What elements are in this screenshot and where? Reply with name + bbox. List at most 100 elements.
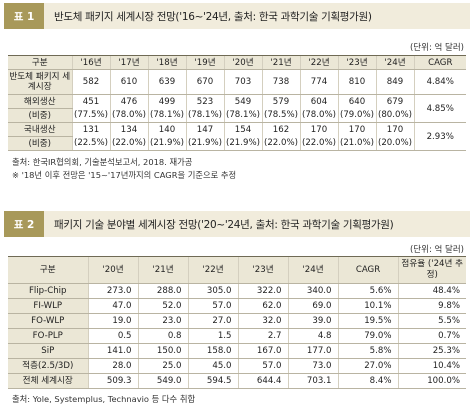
column-header: '20년 [87, 256, 138, 284]
table-row: FO-WLP 19.0 23.0 27.0 32.0 39.0 19.5% 5.5% [8, 313, 466, 329]
share-cell: (78.1%) [185, 108, 224, 123]
title-bar: 표 2 패키지 기술 분야별 세계시장 전망('20~'24년, 출처: 한국 … [4, 211, 470, 237]
column-header: '24년 [287, 256, 338, 284]
technology-table: 구분 '20년 '21년 '22년 '23년 '24년 CAGR 점유율 ('24년 추정) F… [8, 256, 466, 389]
column-header: '17년 [109, 55, 148, 70]
share-cell: (21.0%) [337, 136, 376, 151]
value-cell: 170 [337, 122, 376, 137]
value-cell: 670 [185, 69, 224, 95]
share-cell: (78.0%) [299, 108, 338, 123]
share-cell: (78.0%) [109, 108, 148, 123]
value-cell: 0.7% [397, 328, 466, 344]
share-cell: (22.0%) [261, 136, 300, 151]
table-row: FI-WLP 47.0 52.0 57.0 62.0 69.0 10.1% 9.8% [8, 298, 466, 314]
value-cell: 23.0 [137, 313, 188, 329]
value-cell: 0.5 [87, 328, 138, 344]
table-row: SiP 141.0 150.0 158.0 167.0 177.0 5.8% 25.3% [8, 343, 466, 359]
table-row: 해외생산 451 476 499 523 549 579 604 640 679 4.85% [8, 94, 466, 123]
table-row: 전체 세계시장 509.3 549.0 594.5 644.4 703.1 8.4% 100.… [8, 373, 466, 389]
column-header: CAGR [413, 55, 466, 70]
value-cell: 5.5% [397, 313, 466, 329]
share-cell: (78.1%) [223, 108, 262, 123]
source-note: 출처: 한국IR협의회, 기술분석보고서, 2018. 재가공 [12, 157, 193, 167]
value-cell: 340.0 [287, 283, 338, 299]
column-header: '16년 [71, 55, 110, 70]
share-cell: (21.9%) [147, 136, 186, 151]
table-title: 패키지 기술 분야별 세계시장 전망('20~'24년, 출처: 한국 과학기술… [54, 218, 394, 231]
unit-label: (단위: 억 달러) [409, 43, 464, 53]
value-cell: 5.8% [337, 343, 398, 359]
value-cell: 644.4 [237, 373, 288, 389]
value-cell: 451 [71, 94, 110, 109]
value-cell: 579 [261, 94, 300, 109]
value-cell: 549.0 [137, 373, 188, 389]
value-cell: 47.0 [87, 298, 138, 314]
share-cell: (77.5%) [71, 108, 110, 123]
value-cell: 322.0 [237, 283, 288, 299]
column-header: '21년 [261, 55, 300, 70]
share-label: (비중) [8, 108, 72, 123]
value-cell: 158.0 [187, 343, 238, 359]
table-row: 국내생산 131 134 140 147 154 162 170 170 170 2.93% [8, 122, 466, 151]
value-cell: 52.0 [137, 298, 188, 314]
value-cell: 134 [109, 122, 148, 137]
value-cell: 57.0 [187, 298, 238, 314]
row-label: FO-PLP [8, 328, 88, 344]
column-header: '23년 [237, 256, 288, 284]
value-cell: 810 [337, 69, 376, 95]
value-cell: 288.0 [137, 283, 188, 299]
value-cell: 62.0 [237, 298, 288, 314]
value-cell: 48.4% [397, 283, 466, 299]
value-cell: 162 [261, 122, 300, 137]
value-cell: 610 [109, 69, 148, 95]
value-cell: 69.0 [287, 298, 338, 314]
value-cell: 141.0 [87, 343, 138, 359]
value-cell: 738 [261, 69, 300, 95]
column-header: '21년 [137, 256, 188, 284]
footnote: ※ '18년 이후 전망은 '15~'17년까지의 CAGR을 기준으로 추정 [12, 170, 237, 180]
value-cell: 582 [71, 69, 110, 95]
value-cell: 32.0 [237, 313, 288, 329]
column-header: '18년 [147, 55, 186, 70]
value-cell: 273.0 [87, 283, 138, 299]
table-row: FO-PLP 0.5 0.8 1.5 2.7 4.8 79.0% 0.7% [8, 328, 466, 344]
value-cell: 167.0 [237, 343, 288, 359]
row-label: FO-WLP [8, 313, 88, 329]
value-cell: 774 [299, 69, 338, 95]
column-header: CAGR [337, 256, 398, 284]
value-cell: 476 [109, 94, 148, 109]
column-header: 구분 [8, 55, 72, 70]
value-cell: 8.4% [337, 373, 398, 389]
value-cell: 5.6% [337, 283, 398, 299]
column-header: 구분 [8, 256, 88, 284]
value-cell: 594.5 [187, 373, 238, 389]
value-cell: 10.4% [397, 358, 466, 374]
table-row: 적층(2.5/3D) 28.0 25.0 45.0 57.0 73.0 27.0% 10.4% [8, 358, 466, 374]
value-cell: 639 [147, 69, 186, 95]
value-cell: 25.3% [397, 343, 466, 359]
cagr-cell: 4.85% [413, 94, 466, 123]
column-header: '22년 [299, 55, 338, 70]
row-label: 전체 세계시장 [8, 373, 88, 389]
value-cell: 39.0 [287, 313, 338, 329]
cagr-cell: 4.84% [413, 69, 466, 95]
cagr-cell: 2.93% [413, 122, 466, 151]
share-cell: (78.5%) [261, 108, 300, 123]
share-cell: (22.5%) [71, 136, 110, 151]
value-cell: 19.5% [337, 313, 398, 329]
row-label: 적층(2.5/3D) [8, 358, 88, 374]
share-row: (비중) (77.5%) (78.0%) (78.1%) (78.1%) (78.1%)(… [8, 108, 466, 123]
share-cell: (78.1%) [147, 108, 186, 123]
row-label: FI-WLP [8, 298, 88, 314]
value-cell: 703 [223, 69, 262, 95]
value-cell: 100.0% [397, 373, 466, 389]
share-label: (비중) [8, 136, 72, 151]
value-cell: 4.8 [287, 328, 338, 344]
column-header: '20년 [223, 55, 262, 70]
share-cell: (22.0%) [109, 136, 148, 151]
value-cell: 640 [337, 94, 376, 109]
table-row: Flip-Chip 273.0 288.0 305.0 322.0 340.0 5.6% 48… [8, 283, 466, 299]
row-label: Flip-Chip [8, 283, 88, 299]
value-cell: 549 [223, 94, 262, 109]
table-badge: 표 1 [4, 3, 44, 29]
